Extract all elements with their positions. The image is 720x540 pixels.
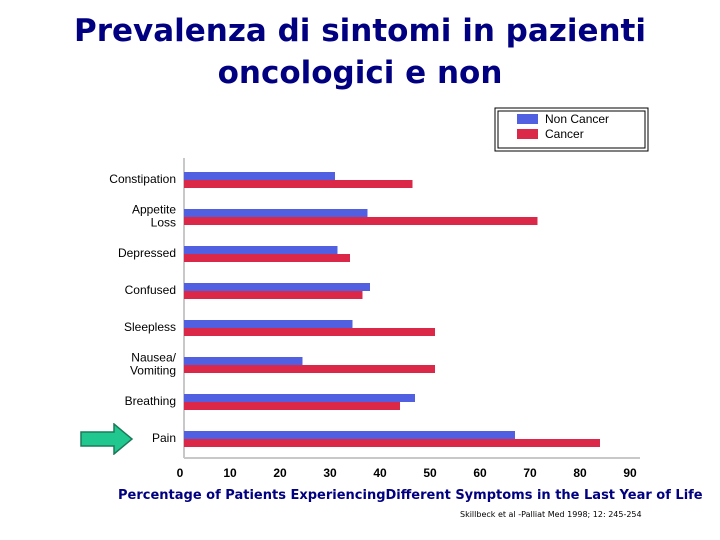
category-label: Confused — [125, 283, 176, 297]
citation: Skillbeck et al -Palliat Med 1998; 12: 2… — [460, 510, 642, 519]
category-label: Vomiting — [130, 364, 176, 378]
legend-label: Cancer — [545, 127, 584, 141]
category-label: Nausea/ — [131, 351, 176, 365]
x-tick-label: 90 — [623, 466, 637, 480]
arrow-shape — [80, 423, 134, 455]
bar-non-cancer — [184, 246, 338, 254]
bar-cancer — [184, 291, 363, 299]
legend-label: Non Cancer — [545, 112, 609, 126]
category-label: Pain — [152, 431, 176, 445]
x-tick-label: 50 — [423, 466, 437, 480]
x-tick-label: 40 — [373, 466, 387, 480]
category-label: Breathing — [125, 394, 176, 408]
bar-non-cancer — [184, 320, 353, 328]
bar-cancer — [184, 254, 350, 262]
bar-non-cancer — [184, 283, 370, 291]
legend-inner-border — [497, 110, 646, 149]
x-tick-label: 60 — [473, 466, 487, 480]
bar-cancer — [184, 439, 600, 447]
title-line-2: oncologici e non — [217, 55, 503, 91]
bar-non-cancer — [184, 431, 515, 439]
bar-cancer — [184, 402, 400, 410]
bar-cancer — [184, 365, 435, 373]
bar-cancer — [184, 180, 413, 188]
bar-non-cancer — [184, 357, 303, 365]
bar-non-cancer — [184, 172, 335, 180]
x-tick-label: 70 — [523, 466, 537, 480]
bar-cancer — [184, 328, 435, 336]
x-tick-label: 0 — [177, 466, 184, 480]
category-label: Constipation — [109, 172, 176, 186]
chart-caption: Percentage of Patients ExperiencingDiffe… — [118, 488, 703, 503]
x-tick-label: 30 — [323, 466, 337, 480]
bar-non-cancer — [184, 209, 368, 217]
bar-non-cancer — [184, 394, 415, 402]
right-arrow-icon — [80, 423, 134, 455]
category-label: Depressed — [118, 246, 176, 260]
legend-swatch — [517, 114, 538, 124]
legend-swatch — [517, 129, 538, 139]
x-tick-label: 10 — [223, 466, 237, 480]
title-line-1: Prevalenza di sintomi in pazienti — [73, 13, 647, 49]
category-label: Sleepless — [124, 320, 176, 334]
x-tick-label: 80 — [573, 466, 587, 480]
category-label: Appetite — [132, 203, 176, 217]
slide-title: Prevalenza di sintomi in pazienti oncolo… — [0, 10, 720, 94]
category-label: Loss — [151, 216, 176, 230]
bar-cancer — [184, 217, 538, 225]
x-tick-label: 20 — [273, 466, 287, 480]
